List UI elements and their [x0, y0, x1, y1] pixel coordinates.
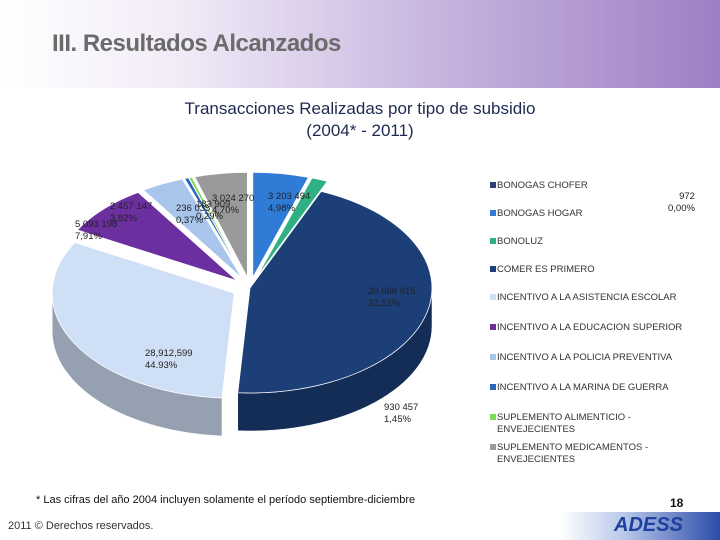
pie-slice	[255, 177, 312, 278]
data-label: 3 203 494 4,98%	[268, 191, 310, 215]
legend-label: BONOLUZ	[497, 236, 543, 247]
copyright: 2011 © Derechos reservados.	[8, 520, 154, 532]
footnote: * Las cifras del año 2004 incluyen solam…	[36, 494, 416, 506]
pie-slice	[194, 171, 248, 278]
data-label: 2 457 147 3,82%	[110, 201, 152, 225]
data-label: 5 093 198 7,91%	[75, 219, 117, 243]
data-label-percent: 4,70%	[212, 205, 239, 216]
data-label-percent: 0,37%	[176, 215, 203, 226]
data-label: 183 909 0,29%	[196, 199, 230, 223]
pie-slice	[252, 171, 310, 279]
data-label-value: 3 203 494	[268, 191, 311, 202]
pie-slice	[142, 178, 243, 279]
chart-title-line-1: Transacciones Realizadas por tipo de sub…	[184, 99, 536, 118]
legend-label: BONOGAS CHOFER	[497, 180, 588, 191]
data-label-value: 28,912,599	[145, 348, 193, 359]
chart-title-line-2: (2004* - 2011)	[306, 121, 414, 140]
legend-swatch	[490, 414, 496, 420]
legend-label: INCENTIVO A LA MARINA DE GUERRA	[497, 382, 669, 393]
pie-slice	[76, 191, 238, 282]
legend-label: INCENTIVO A LA POLICIA PREVENTIVA	[497, 352, 673, 363]
data-label-value: 972	[679, 191, 695, 202]
legend-swatch	[490, 182, 496, 188]
pie-slice	[237, 190, 433, 394]
data-label: 236 035 0,37%	[176, 203, 210, 227]
logo-bar	[560, 512, 720, 540]
data-label-value: 3 024 270	[212, 193, 255, 204]
data-label: 930 457 1,45%	[384, 402, 418, 426]
data-label-value: 20 668 815	[368, 286, 416, 297]
chart-title: Transacciones Realizadas por tipo de sub…	[60, 98, 660, 142]
legend-swatch	[490, 238, 496, 244]
legend-label: SUPLEMENTO MEDICAMENTOS - ENVEJECIENTES	[497, 442, 649, 465]
data-label-percent: 0,29%	[196, 211, 223, 222]
data-label-value: 930 457	[384, 402, 419, 413]
data-label: 972 0,00%	[668, 191, 695, 215]
data-label: 28,912,599 44.93%	[145, 348, 193, 372]
data-label-value: 183 909	[196, 199, 231, 210]
data-label-value: 236 035	[176, 203, 211, 214]
legend-swatch	[490, 210, 496, 216]
legend-swatch	[490, 266, 496, 272]
header-banner: III. Resultados Alcanzados	[0, 0, 720, 88]
data-label-percent: 7,91%	[75, 231, 102, 242]
page-number: 18	[670, 496, 684, 510]
legend-label: INCENTIVO A LA EDUCACION SUPERIOR	[497, 322, 683, 333]
data-label: 20 668 815 32,12%	[368, 286, 416, 310]
page-title: III. Resultados Alcanzados	[52, 30, 341, 57]
pie-slice	[51, 242, 235, 399]
data-label: 3 024 270 4,70%	[212, 193, 254, 217]
data-label-value: 5 093 198	[75, 219, 118, 230]
data-label-percent: 4,98%	[268, 203, 295, 214]
data-label-percent: 44.93%	[145, 360, 178, 371]
pie-slice	[188, 176, 245, 278]
data-label-percent: 1,45%	[384, 414, 411, 425]
legend-swatch	[490, 324, 496, 330]
adess-logo: ADESS	[614, 514, 683, 536]
pie-slice	[255, 177, 329, 279]
legend-swatch	[490, 384, 496, 390]
legend-swatch	[490, 354, 496, 360]
legend-label: BONOGAS HOGAR	[497, 208, 583, 219]
legend-label: SUPLEMENTO ALIMENTICIO - ENVEJECIENTES	[497, 412, 631, 435]
data-label-percent: 32,12%	[368, 298, 401, 309]
legend-swatch	[490, 444, 496, 450]
legend-label: COMER ES PRIMERO	[497, 264, 595, 275]
data-label-percent: 0,00%	[668, 203, 695, 214]
legend-swatch	[490, 294, 496, 300]
legend-label: INCENTIVO A LA ASISTENCIA ESCOLAR	[497, 292, 677, 303]
data-label-value: 2 457 147	[110, 201, 153, 212]
data-label-percent: 3,82%	[110, 213, 137, 224]
